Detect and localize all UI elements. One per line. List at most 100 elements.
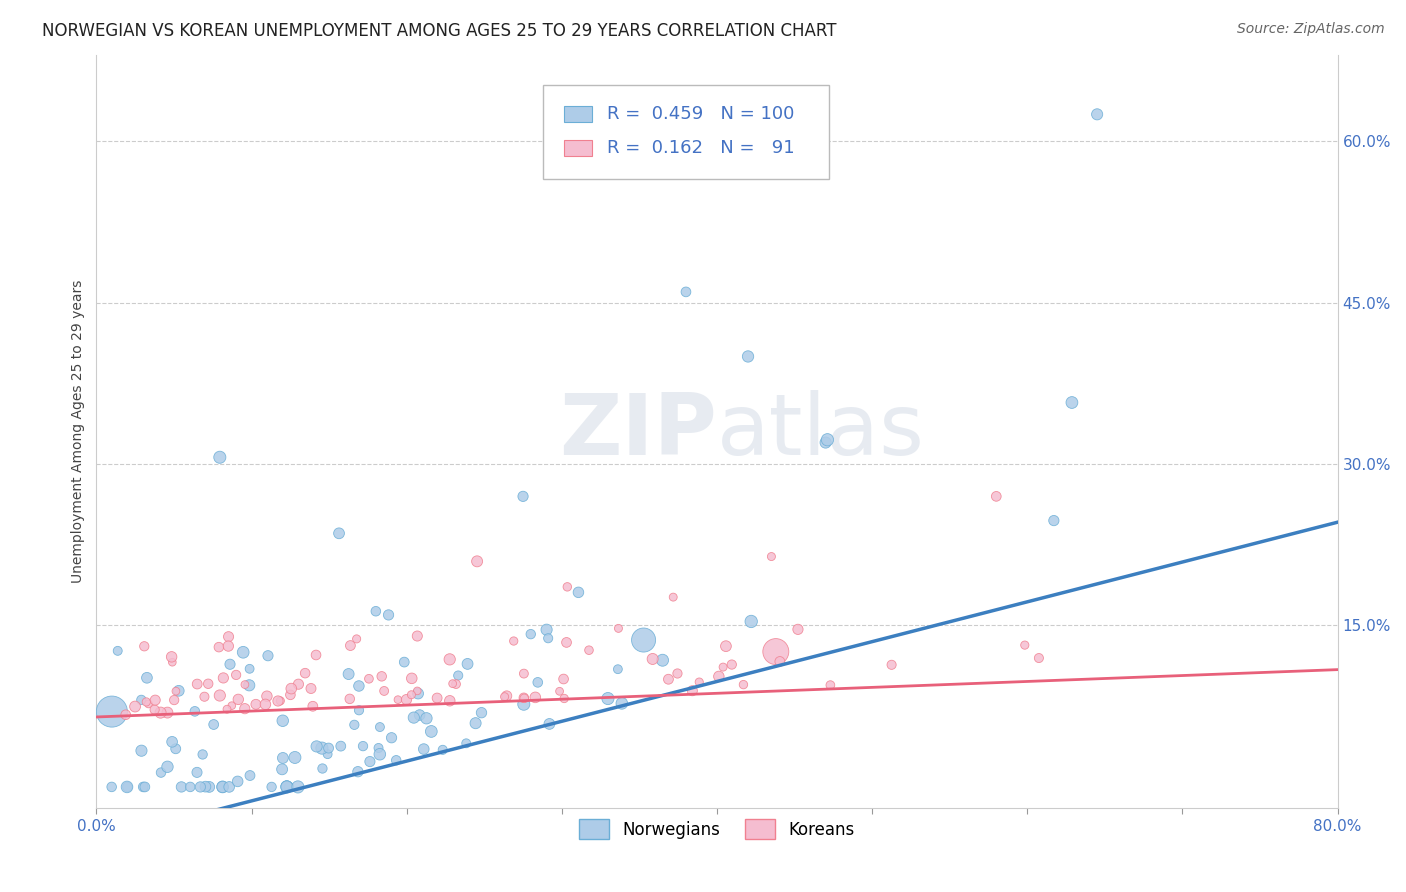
Point — [368, 747, 391, 762]
Point — [711, 660, 734, 674]
Point — [820, 678, 842, 692]
Point — [357, 672, 380, 686]
Point — [495, 689, 517, 703]
Text: R =  0.459   N = 100: R = 0.459 N = 100 — [606, 105, 794, 123]
Point — [761, 549, 783, 564]
Point — [567, 585, 589, 599]
Point — [519, 627, 541, 641]
Point — [432, 743, 454, 757]
Point — [278, 780, 301, 794]
Point — [555, 635, 578, 649]
Point — [305, 648, 328, 662]
Point — [212, 671, 235, 685]
Point — [347, 764, 370, 779]
Point — [267, 694, 290, 708]
Point — [301, 699, 323, 714]
Point — [633, 633, 655, 648]
FancyBboxPatch shape — [543, 86, 828, 179]
Point — [287, 780, 309, 794]
Point — [714, 639, 737, 653]
Point — [299, 681, 322, 696]
Point — [513, 691, 536, 706]
Point — [271, 714, 294, 728]
Point — [707, 669, 730, 683]
Point — [198, 780, 221, 794]
Point — [337, 667, 360, 681]
Point — [347, 679, 370, 693]
Point — [160, 735, 183, 749]
Point — [101, 705, 124, 719]
Point — [578, 643, 600, 657]
Point — [457, 657, 479, 671]
Point — [194, 780, 217, 794]
Point — [387, 692, 409, 706]
Point — [526, 675, 548, 690]
Point — [217, 639, 239, 653]
Point — [555, 580, 578, 594]
Point — [226, 692, 249, 706]
Point — [256, 689, 278, 703]
Point — [100, 780, 122, 794]
Point — [143, 693, 166, 707]
Point — [208, 689, 231, 703]
Point — [880, 657, 903, 672]
Point — [406, 687, 429, 701]
Point — [271, 762, 294, 776]
Point — [115, 780, 138, 794]
Point — [186, 677, 208, 691]
Point — [149, 706, 172, 720]
Point — [666, 666, 689, 681]
Point — [165, 684, 187, 698]
Point — [329, 739, 352, 753]
Point — [651, 653, 673, 667]
FancyBboxPatch shape — [564, 105, 592, 122]
Point — [328, 526, 350, 541]
Point — [537, 632, 560, 646]
Point — [408, 708, 430, 723]
Point — [190, 780, 212, 794]
Point — [226, 774, 249, 789]
Point — [271, 751, 294, 765]
Point — [662, 590, 685, 604]
Point — [610, 697, 633, 711]
Point — [150, 765, 173, 780]
Point — [553, 691, 575, 706]
Point — [276, 780, 298, 794]
Point — [269, 694, 291, 708]
Point — [260, 780, 283, 794]
Point — [167, 683, 190, 698]
Point — [536, 623, 558, 637]
Text: NORWEGIAN VS KOREAN UNEMPLOYMENT AMONG AGES 25 TO 29 YEARS CORRELATION CHART: NORWEGIAN VS KOREAN UNEMPLOYMENT AMONG A… — [42, 22, 837, 40]
Point — [156, 706, 179, 720]
Point — [218, 630, 240, 644]
Point — [688, 675, 710, 690]
Point — [513, 697, 536, 711]
Point — [294, 666, 316, 681]
Point — [370, 669, 392, 683]
Point — [1085, 107, 1108, 121]
Text: ZIP: ZIP — [560, 391, 717, 474]
Point — [280, 688, 302, 702]
Point — [769, 655, 792, 669]
Point — [352, 739, 374, 753]
Point — [257, 648, 280, 663]
Point — [641, 652, 664, 666]
Point — [280, 681, 302, 696]
Point — [107, 644, 129, 658]
Point — [420, 724, 443, 739]
Point — [607, 621, 630, 635]
Point — [134, 640, 156, 654]
Point — [165, 741, 187, 756]
Point — [284, 750, 307, 764]
Point — [134, 780, 156, 794]
Y-axis label: Unemployment Among Ages 25 to 29 years: Unemployment Among Ages 25 to 29 years — [72, 280, 86, 583]
Point — [184, 704, 207, 718]
Point — [737, 350, 759, 364]
Point — [318, 741, 340, 756]
Point — [681, 683, 703, 698]
Point — [114, 707, 136, 722]
Legend: Norwegians, Koreans: Norwegians, Koreans — [572, 813, 862, 846]
Point — [211, 780, 233, 794]
Point — [170, 780, 193, 794]
Point — [401, 671, 423, 685]
